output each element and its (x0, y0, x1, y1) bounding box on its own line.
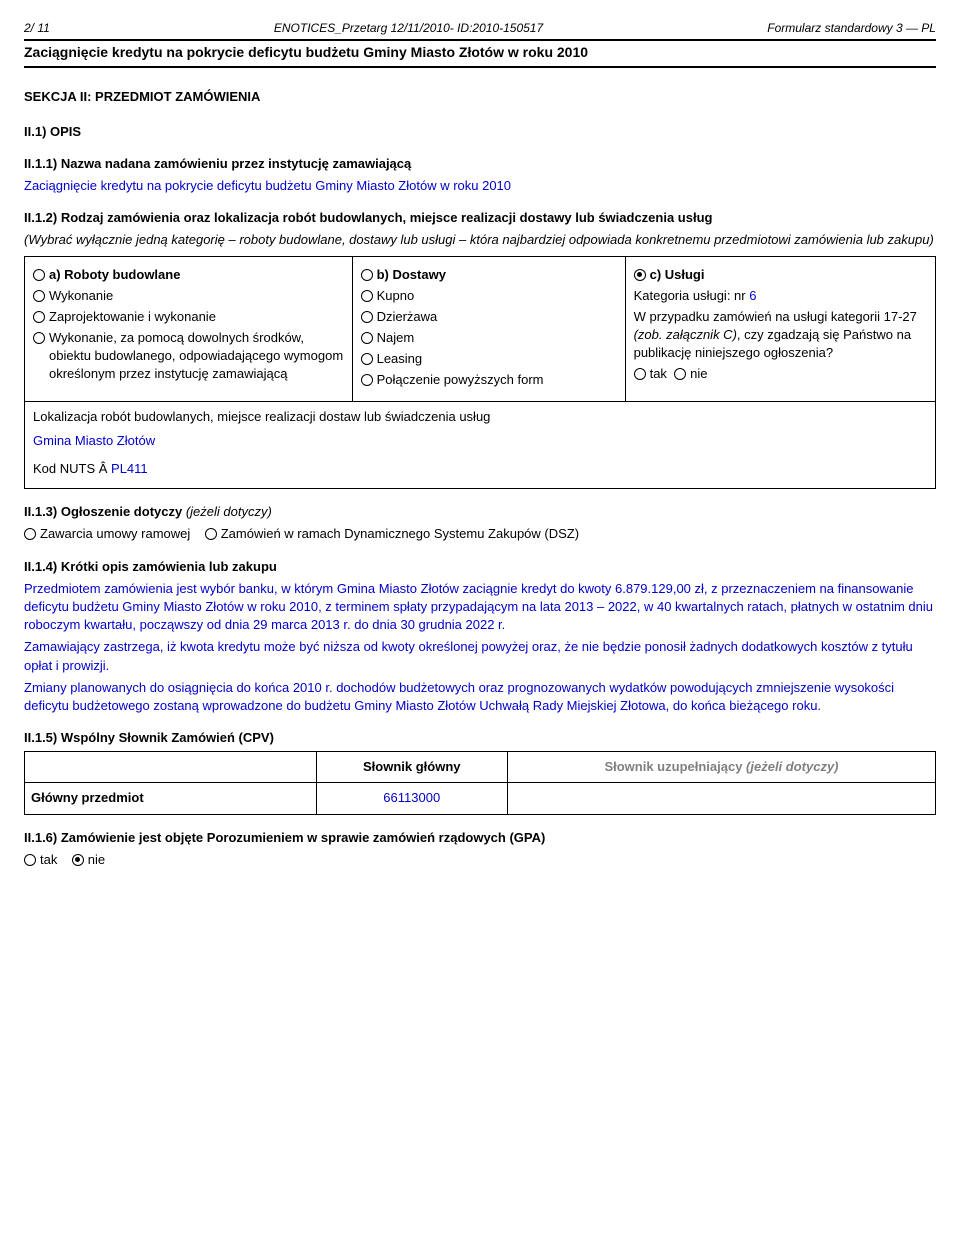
ii11-heading: II.1.1) Nazwa nadana zamówieniu przez in… (24, 155, 936, 173)
page-header: 2/ 11 ENOTICES_Przetarg 12/11/2010- ID:2… (24, 20, 936, 41)
ii1-heading: II.1) OPIS (24, 123, 936, 141)
opt-wyk-pomoca: Wykonanie, za pomocą dowolnych środków, … (49, 329, 344, 384)
opt-gpa-tak: tak (40, 852, 57, 867)
opt-polaczenie: Połączenie powyższych form (377, 371, 544, 389)
radio-gpa-nie[interactable] (72, 854, 84, 866)
col-b: b) Dostawy Kupno Dzierżawa Najem Leasing… (353, 257, 626, 401)
cpv-supp-note: (jeżeli dotyczy) (742, 759, 838, 774)
ii13-note: (jeżeli dotyczy) (182, 504, 272, 519)
ii12-table: a) Roboty budowlane Wykonanie Zaprojekto… (24, 256, 936, 490)
cpv-row-label: Główny przedmiot (31, 790, 144, 805)
cpv-col-supp: Słownik uzupełniający (jeżeli dotyczy) (507, 752, 935, 783)
loc-label: Lokalizacja robót budowlanych, miejsce r… (33, 408, 927, 426)
ii12-note: (Wybrać wyłącznie jedną kategorię – robo… (24, 231, 936, 249)
radio-leasing[interactable] (361, 353, 373, 365)
radio-wyk-pomoca[interactable] (33, 332, 45, 344)
col-a-title: a) Roboty budowlane (49, 267, 180, 282)
nuts-label: Kod NUTS Â (33, 461, 111, 476)
col-c-title: c) Usługi (650, 267, 705, 282)
radio-polaczenie[interactable] (361, 374, 373, 386)
loc-row: Lokalizacja robót budowlanych, miejsce r… (25, 401, 935, 489)
cpv-col-main: Słownik główny (316, 752, 507, 783)
radio-c-nie[interactable] (674, 368, 686, 380)
page-number: 2/ 11 (24, 20, 50, 37)
radio-c-tak[interactable] (634, 368, 646, 380)
cpv-code: 66113000 (316, 783, 507, 814)
radio-gpa-tak[interactable] (24, 854, 36, 866)
opt-c-tak: tak (650, 366, 667, 381)
opt-leasing: Leasing (377, 351, 423, 366)
header-right: Formularz standardowy 3 — PL (767, 20, 936, 37)
cat-value: 6 (749, 288, 756, 303)
opt-dzierzawa: Dzierżawa (377, 309, 438, 324)
ii11-value: Zaciągnięcie kredytu na pokrycie deficyt… (24, 177, 936, 195)
radio-dsz[interactable] (205, 528, 217, 540)
radio-a-title[interactable] (33, 269, 45, 281)
loc-value: Gmina Miasto Złotów (33, 432, 927, 450)
ii12-heading: II.1.2) Rodzaj zamówienia oraz lokalizac… (24, 209, 936, 227)
col-a: a) Roboty budowlane Wykonanie Zaprojekto… (25, 257, 353, 401)
radio-zaproj[interactable] (33, 311, 45, 323)
ii14-heading: II.1.4) Krótki opis zamówienia lub zakup… (24, 558, 936, 576)
ii14-p1: Przedmiotem zamówienia jest wybór banku,… (24, 580, 936, 635)
opt-najem: Najem (377, 330, 415, 345)
opt-gpa-nie: nie (88, 852, 105, 867)
radio-najem[interactable] (361, 332, 373, 344)
header-center: ENOTICES_Przetarg 12/11/2010- ID:2010-15… (274, 20, 543, 37)
ii14-p2: Zamawiający zastrzega, iż kwota kredytu … (24, 638, 936, 674)
section-ii-heading: SEKCJA II: PRZEDMIOT ZAMÓWIENIA (24, 88, 936, 106)
nuts-value: PL411 (111, 461, 148, 476)
radio-c-title[interactable] (634, 269, 646, 281)
radio-kupno[interactable] (361, 290, 373, 302)
cat-label: Kategoria usługi: nr (634, 288, 750, 303)
ii13-bold: II.1.3) Ogłoszenie dotyczy (24, 504, 182, 519)
col-c: c) Usługi Kategoria usługi: nr 6 W przyp… (626, 257, 935, 401)
ii15-heading: II.1.5) Wspólny Słownik Zamówień (CPV) (24, 729, 936, 747)
ii16-options: tak nie (24, 851, 936, 869)
colc-text: W przypadku zamówień na usługi kategorii… (634, 309, 917, 360)
cpv-supp-label: Słownik uzupełniający (604, 759, 742, 774)
radio-b-title[interactable] (361, 269, 373, 281)
opt-zaproj: Zaprojektowanie i wykonanie (49, 309, 216, 324)
radio-umowa-ramowa[interactable] (24, 528, 36, 540)
opt-c-nie: nie (690, 366, 707, 381)
col-b-title: b) Dostawy (377, 267, 446, 282)
opt-dsz: Zamówień w ramach Dynamicznego Systemu Z… (221, 526, 579, 541)
radio-wykonanie[interactable] (33, 290, 45, 302)
opt-kupno: Kupno (377, 288, 415, 303)
opt-umowa-ramowa: Zawarcia umowy ramowej (40, 526, 190, 541)
ii16-heading: II.1.6) Zamówienie jest objęte Porozumie… (24, 829, 936, 847)
radio-dzierzawa[interactable] (361, 311, 373, 323)
cpv-table: Słownik główny Słownik uzupełniający (je… (24, 751, 936, 814)
opt-wykonanie: Wykonanie (49, 288, 113, 303)
ii14-p3: Zmiany planowanych do osiągnięcia do koń… (24, 679, 936, 715)
ii13-options: Zawarcia umowy ramowej Zamówień w ramach… (24, 525, 936, 543)
ii13-heading: II.1.3) Ogłoszenie dotyczy (jeżeli dotyc… (24, 503, 936, 521)
document-title: Zaciągnięcie kredytu na pokrycie deficyt… (24, 41, 936, 69)
